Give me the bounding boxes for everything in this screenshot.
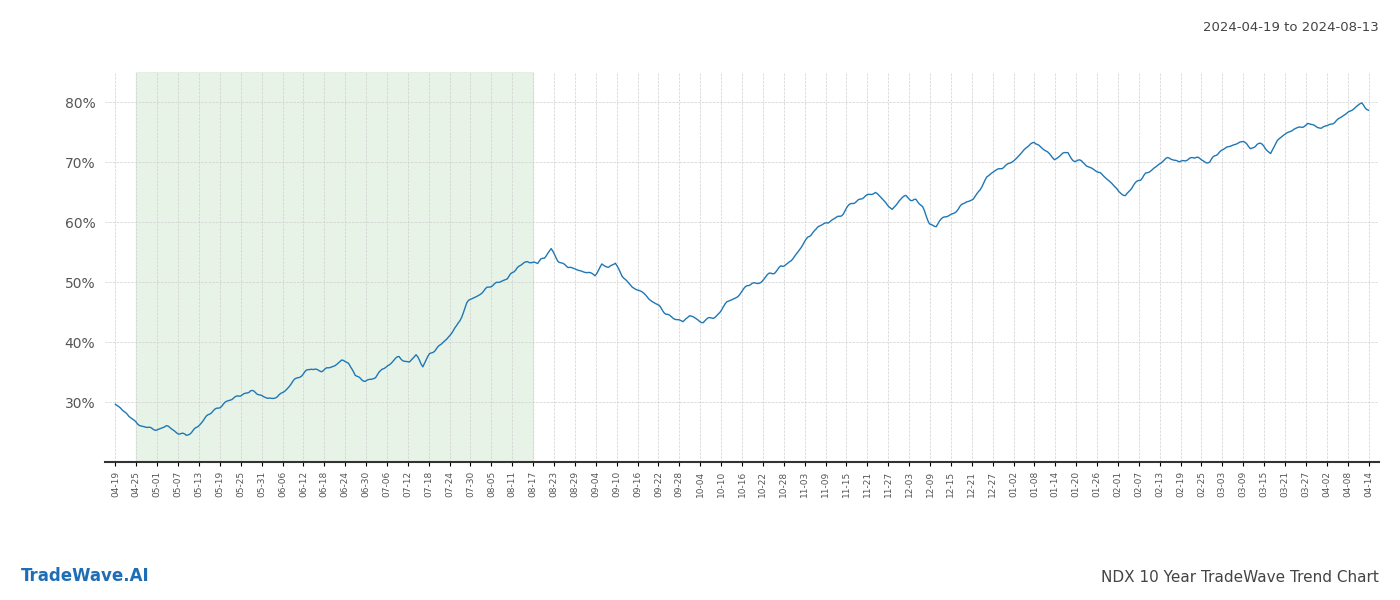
Bar	[136, 72, 533, 462]
Text: TradeWave.AI: TradeWave.AI	[21, 567, 150, 585]
Text: 2024-04-19 to 2024-08-13: 2024-04-19 to 2024-08-13	[1203, 21, 1379, 34]
Text: NDX 10 Year TradeWave Trend Chart: NDX 10 Year TradeWave Trend Chart	[1102, 570, 1379, 585]
